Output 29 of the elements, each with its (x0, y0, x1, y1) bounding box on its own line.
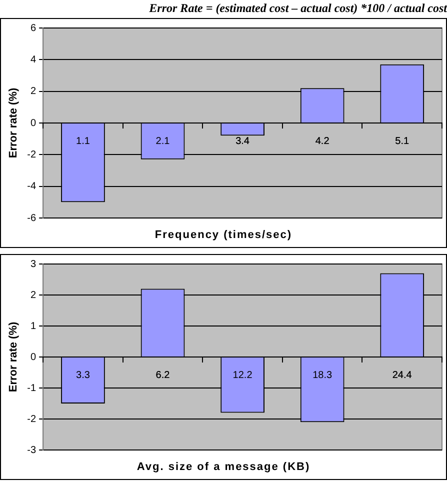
x-tick-label: 18.3 (312, 370, 332, 381)
y-tick-label: -2 (27, 414, 37, 425)
y-tick-label: 3 (30, 258, 37, 270)
x-tick-label: 1.1 (76, 136, 90, 147)
y-tick-label: -6 (27, 212, 37, 224)
y-tick-label: 4 (30, 54, 37, 66)
y-tick-label: 1 (30, 320, 37, 332)
y-tick-label: 2 (30, 290, 37, 301)
y-tick-label: -4 (27, 181, 37, 192)
x-tick-label: 4.2 (315, 136, 330, 147)
y-axis-title: Error rate (%) (8, 322, 20, 392)
y-tick-label: 0 (30, 118, 37, 129)
x-tick-label: 12.2 (232, 370, 253, 381)
chart-title: Error Rate = (estimated cost – actual cost) *100 / actual cost (148, 0, 447, 17)
x-tick-label: 6.2 (156, 370, 170, 381)
y-tick-label: 2 (30, 86, 37, 98)
x-tick-label: 3.3 (76, 370, 90, 381)
y-tick-label: -2 (27, 149, 37, 160)
x-axis-title: Frequency (times/sec) (154, 228, 294, 243)
x-tick-label: 3.4 (236, 136, 250, 147)
y-tick-label: -1 (27, 382, 37, 394)
y-tick-label: 0 (30, 352, 37, 363)
y-tick-label: -3 (27, 444, 37, 456)
x-tick-label: 5.1 (395, 136, 410, 147)
x-axis-title: Avg. size of a message (KB) (136, 460, 312, 475)
x-tick-label: 24.4 (392, 370, 412, 381)
y-axis-title: Error rate (%) (8, 88, 20, 158)
x-tick-label: 2.1 (156, 136, 170, 147)
y-tick-label: 6 (30, 22, 37, 34)
